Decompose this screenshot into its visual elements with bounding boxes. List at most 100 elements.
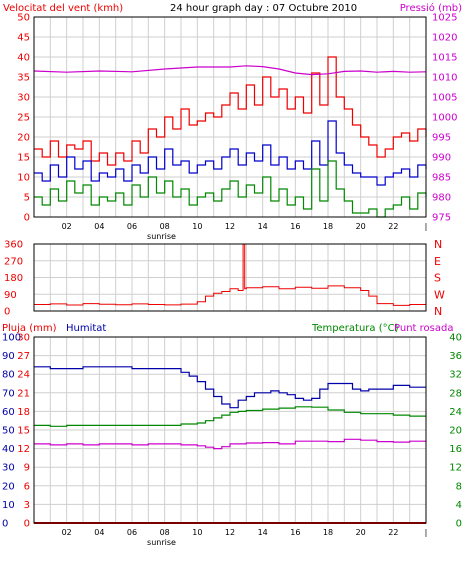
wind-speed-tick-label: 10: [17, 173, 30, 184]
pressure-tick-labels: 975 980 985 990 995 1000 1005 1010 1015 1020 1025: [432, 13, 457, 224]
hour-tick-label: 16: [290, 528, 300, 537]
pressure-series-line: [33, 65, 427, 76]
pressure-tick-label: 980: [432, 193, 451, 204]
humidity-series-line: [34, 366, 426, 409]
rain-tick-labels: 0 3 6 9 12 15 18 21 24 27 30: [17, 333, 30, 530]
pressure-tick-label: 1005: [432, 93, 457, 104]
humidity-tick-label: 0: [2, 519, 8, 530]
direction-tick-label: 270: [4, 256, 23, 267]
rain-tick-label: 21: [17, 388, 30, 399]
temperature-tick-label: 4: [456, 500, 462, 511]
rain-axis-title: Pluja (mm): [2, 323, 57, 334]
hour-tick-label: |: [425, 528, 428, 537]
pressure-tick-label: 1015: [432, 53, 457, 64]
rain-tick-label: 15: [17, 426, 30, 437]
hour-tick-label: 02: [62, 222, 72, 231]
compass-label: N: [434, 305, 442, 318]
pressure-axis-title: Pressió (mb): [400, 2, 462, 14]
compass-label: N: [434, 238, 442, 251]
hour-tick-label: 22: [388, 222, 398, 231]
compass-label: W: [434, 288, 445, 301]
direction-tick-label: 90: [4, 290, 17, 301]
humidity-tick-labels: 0 10 20 30 40 50 60 70 80 90 100: [2, 333, 21, 530]
humidity-tick-label: 100: [2, 333, 21, 344]
humidity-tick-label: 90: [2, 351, 15, 362]
direction-tick-labels: 0 90 180 270 360: [4, 240, 23, 318]
wind-speed-tick-label: 45: [17, 33, 30, 44]
direction-series-line: [34, 243, 427, 306]
temperature-tick-label: 20: [449, 426, 462, 437]
graph-title: 24 hour graph day : 07 Octubre 2010: [170, 3, 357, 14]
direction-tick-label: 360: [4, 240, 23, 251]
rain-tick-label: 0: [24, 519, 30, 530]
compass-label: E: [434, 255, 441, 268]
hour-tick-label: 02: [62, 528, 72, 537]
hour-tick-label: 04: [94, 528, 104, 537]
sunrise-label: sunrise: [147, 232, 176, 241]
humidity-tick-label: 10: [2, 500, 15, 511]
hour-tick-label: 18: [323, 528, 333, 537]
wind-speed-tick-label: 35: [17, 73, 30, 84]
dewpoint-axis-title: Punt rosada: [394, 323, 453, 334]
temperature-axis-title: Temperatura (°C): [311, 323, 399, 334]
hour-tick-label: 10: [192, 222, 202, 231]
hour-tick-label: 04: [94, 222, 104, 231]
humidity-tick-label: 80: [2, 370, 15, 381]
hour-tick-label: 20: [356, 528, 366, 537]
temperature-series-line: [34, 406, 426, 427]
rain-tick-label: 9: [24, 463, 30, 474]
hour-tick-label: 10: [192, 528, 202, 537]
rain-tick-label: 6: [24, 481, 30, 492]
hour-tick-label: 14: [258, 222, 268, 231]
hour-tick-label: 06: [127, 222, 137, 231]
wind-speed-axis-title: Velocitat del vent (kmh): [3, 3, 123, 14]
rain-tick-label: 24: [17, 370, 30, 381]
wind-speed-tick-label: 25: [17, 113, 30, 124]
temperature-tick-label: 28: [449, 388, 462, 399]
hour-tick-label: 16: [290, 222, 300, 231]
humidity-tick-label: 30: [2, 463, 15, 474]
rain-tick-label: 3: [24, 500, 30, 511]
hour-tick-label: 18: [323, 222, 333, 231]
wind-panel-border: [33, 16, 427, 218]
wind-speed-tick-label: 50: [17, 13, 30, 24]
humidity-tick-label: 70: [2, 388, 15, 399]
temperature-tick-label: 36: [449, 351, 462, 362]
temperature-tick-label: 24: [449, 407, 462, 418]
rain-tick-label: 30: [17, 333, 30, 344]
hour-tick-label: 14: [258, 528, 268, 537]
pressure-tick-label: 985: [432, 173, 451, 184]
sunrise-label-bottom: sunrise: [147, 538, 176, 547]
humidity-tick-label: 50: [2, 426, 15, 437]
rain-tick-label: 27: [17, 351, 30, 362]
hour-tick-label: 08: [160, 222, 170, 231]
hour-tick-label: 20: [356, 222, 366, 231]
gust-series-line: [34, 56, 427, 166]
hour-tick-label: 12: [225, 222, 235, 231]
wind-speed-tick-labels: 0 5 10 15 20 25 30 35 40 45 50: [17, 13, 30, 224]
temperature-tick-label: 40: [449, 333, 462, 344]
wind-speed-tick-label: 15: [17, 153, 30, 164]
hour-tick-label: 12: [225, 528, 235, 537]
wind-speed-tick-label: 40: [17, 53, 30, 64]
compass-label: S: [434, 272, 441, 285]
min-series-line: [34, 160, 427, 218]
direction-tick-label: 180: [4, 273, 23, 284]
temperature-tick-label: 12: [449, 463, 462, 474]
climate-panel-border: [33, 336, 427, 524]
humidity-tick-label: 20: [2, 481, 15, 492]
pressure-tick-label: 1010: [432, 73, 457, 84]
direction-tick-label: 0: [4, 307, 10, 318]
temperature-tick-label: 32: [449, 370, 462, 381]
temperature-tick-labels: 0 4 8 12 16 20 24 28 32 36 40: [449, 333, 462, 530]
temperature-tick-label: 16: [449, 444, 462, 455]
humidity-tick-label: 40: [2, 444, 15, 455]
avg-series-line: [34, 120, 427, 186]
wind-speed-tick-label: 5: [24, 193, 30, 204]
pressure-tick-label: 995: [432, 133, 451, 144]
direction-panel-series: [34, 243, 427, 306]
rain-tick-label: 18: [17, 407, 30, 418]
wind-speed-tick-label: 0: [24, 213, 30, 224]
